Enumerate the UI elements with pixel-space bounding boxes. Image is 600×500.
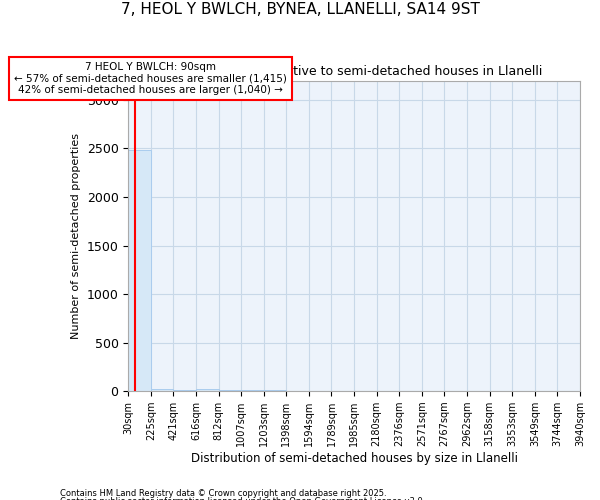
Bar bbox=[173, 390, 196, 391]
Title: Size of property relative to semi-detached houses in Llanelli: Size of property relative to semi-detach… bbox=[166, 65, 542, 78]
Bar bbox=[264, 390, 286, 391]
Text: Contains HM Land Registry data © Crown copyright and database right 2025.: Contains HM Land Registry data © Crown c… bbox=[60, 488, 386, 498]
Bar bbox=[128, 150, 151, 391]
Text: 7, HEOL Y BWLCH, BYNEA, LLANELLI, SA14 9ST: 7, HEOL Y BWLCH, BYNEA, LLANELLI, SA14 9… bbox=[121, 2, 479, 18]
X-axis label: Distribution of semi-detached houses by size in Llanelli: Distribution of semi-detached houses by … bbox=[191, 452, 518, 465]
Bar bbox=[151, 389, 173, 391]
Text: 7 HEOL Y BWLCH: 90sqm
← 57% of semi-detached houses are smaller (1,415)
42% of s: 7 HEOL Y BWLCH: 90sqm ← 57% of semi-deta… bbox=[14, 62, 287, 95]
Bar bbox=[241, 390, 264, 391]
Bar bbox=[196, 390, 218, 391]
Text: Contains public sector information licensed under the Open Government Licence v3: Contains public sector information licen… bbox=[60, 498, 425, 500]
Bar bbox=[218, 390, 241, 391]
Y-axis label: Number of semi-detached properties: Number of semi-detached properties bbox=[71, 133, 81, 339]
Bar bbox=[286, 390, 309, 391]
